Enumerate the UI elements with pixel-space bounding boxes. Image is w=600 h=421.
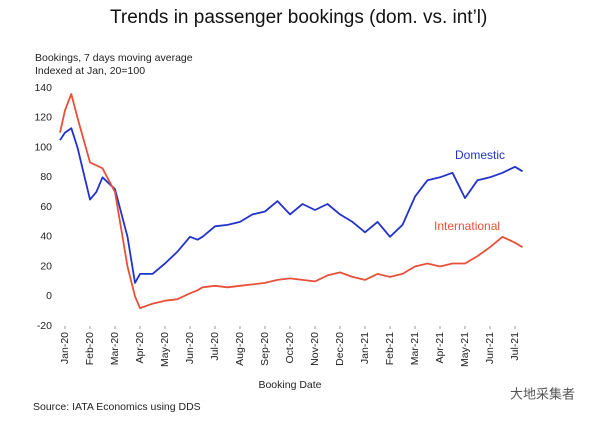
y-tick-label: 20 — [40, 260, 52, 272]
x-tick-label: May-21 — [459, 332, 471, 367]
x-tick-label: Jan-20 — [59, 332, 71, 364]
x-tick-label: Feb-20 — [84, 332, 96, 365]
y-tick-label: 40 — [40, 231, 52, 243]
chart-title: Trends in passenger bookings (dom. vs. i… — [110, 7, 487, 28]
x-tick-label: Mar-21 — [409, 332, 421, 365]
y-tick-label: 0 — [46, 290, 52, 302]
source: Source: IATA Economics using DDS — [33, 401, 201, 413]
watermark: 大地采集者 — [510, 386, 575, 401]
y-tick-label: 100 — [34, 141, 52, 153]
series-line — [59, 93, 523, 309]
series-line — [59, 127, 523, 284]
subtitle: Bookings, 7 days moving average — [35, 52, 193, 64]
x-tick-label: Mar-20 — [109, 332, 121, 365]
y-tick-label: 140 — [34, 82, 52, 94]
x-tick-label: Aug-20 — [234, 332, 246, 366]
x-tick-label: Sep-20 — [259, 332, 271, 366]
series-label: International — [434, 219, 500, 233]
y-tick-label: 60 — [40, 201, 52, 213]
x-tick-label: Jun-21 — [484, 332, 496, 364]
x-tick-label: May-20 — [159, 332, 171, 367]
x-tick-label: Apr-20 — [134, 332, 146, 364]
x-tick-label: Apr-21 — [434, 332, 446, 364]
x-tick-label: Dec-20 — [334, 332, 346, 366]
x-tick-label: Jan-21 — [359, 332, 371, 364]
x-axis-label: Booking Date — [258, 379, 321, 391]
x-tick-label: Jun-20 — [184, 332, 196, 364]
x-tick-label: Jul-21 — [509, 332, 521, 361]
y-tick-label: 120 — [34, 112, 52, 124]
y-tick-label: -20 — [37, 320, 52, 332]
subtitle: Indexed at Jan, 20=100 — [35, 65, 145, 77]
series-label: Domestic — [455, 148, 505, 162]
x-tick-label: Nov-20 — [309, 332, 321, 366]
x-tick-label: Jul-20 — [209, 332, 221, 361]
y-tick-label: 80 — [40, 171, 52, 183]
x-tick-label: Feb-21 — [384, 332, 396, 365]
x-tick-label: Oct-20 — [284, 332, 296, 364]
